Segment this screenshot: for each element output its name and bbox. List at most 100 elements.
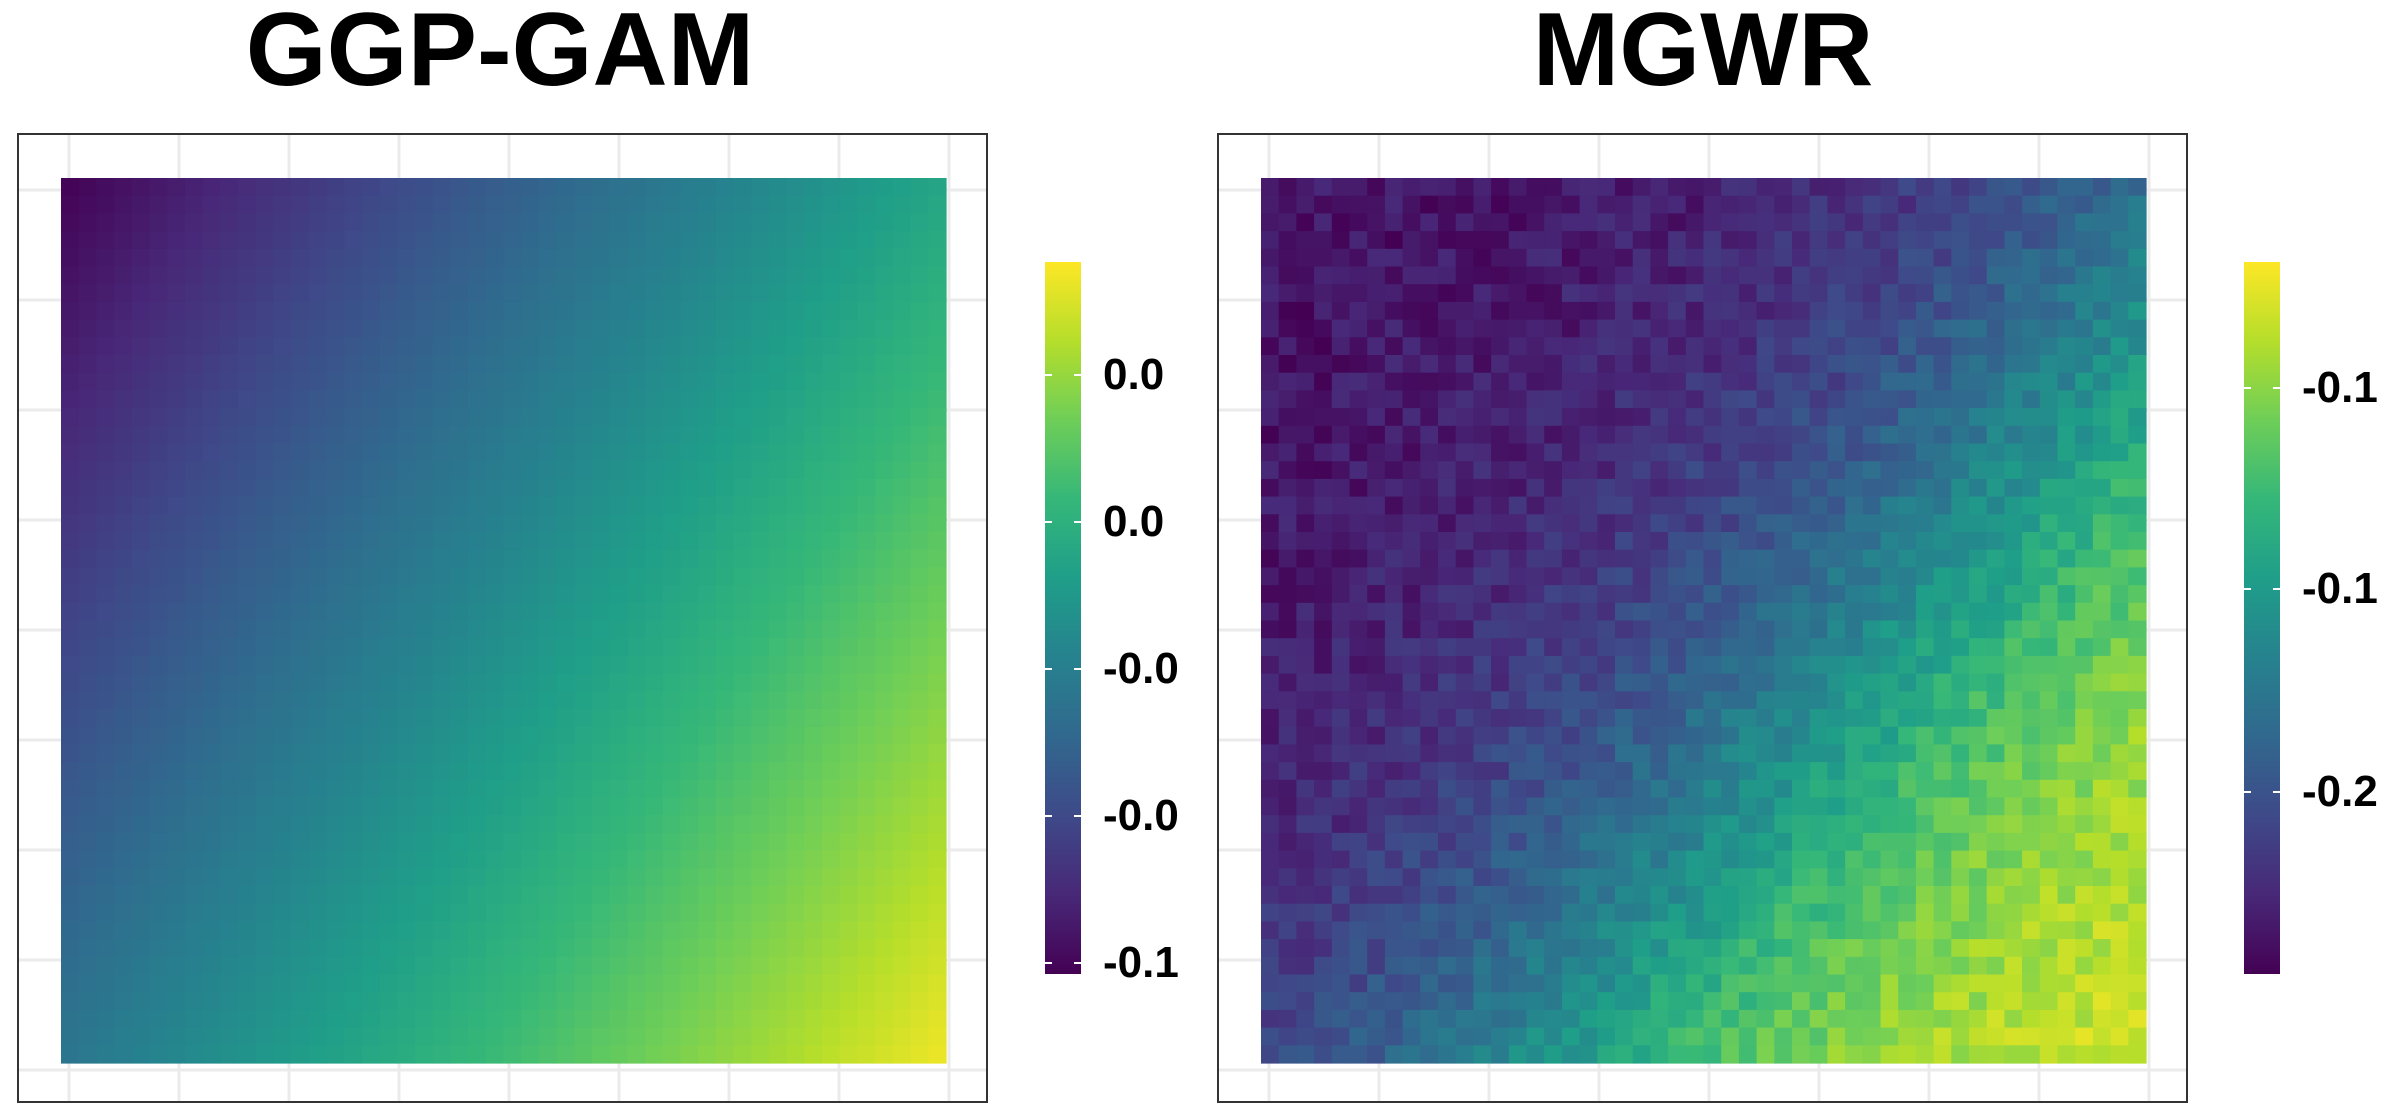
heatmap-cell: [804, 602, 823, 622]
heatmap-cell: [78, 478, 97, 498]
heatmap-cell: [503, 939, 522, 958]
heatmap-cell: [1349, 726, 1368, 745]
heatmap-cell: [751, 815, 770, 834]
heatmap-cell: [1880, 461, 1899, 480]
heatmap-cell: [1508, 956, 1528, 976]
heatmap-cell: [1774, 797, 1793, 816]
heatmap-cell: [273, 797, 292, 816]
heatmap-cell: [1792, 744, 1811, 763]
heatmap-cell: [1969, 461, 1988, 480]
heatmap-cell: [1650, 319, 1669, 338]
heatmap-cell: [397, 301, 416, 321]
heatmap-cell: [1827, 974, 1846, 993]
heatmap-cell: [308, 673, 328, 692]
heatmap-cell: [503, 532, 522, 551]
heatmap-cell: [1615, 248, 1634, 268]
heatmap-cell: [1278, 1009, 1297, 1029]
heatmap-cell: [1544, 709, 1563, 728]
heatmap-cell: [2110, 178, 2129, 197]
heatmap-cell: [1792, 815, 1811, 834]
heatmap-cell: [485, 726, 505, 745]
heatmap-cell: [1261, 691, 1280, 710]
heatmap-cell: [2004, 709, 2023, 728]
heatmap-cell: [538, 496, 558, 515]
heatmap-cell: [1756, 284, 1775, 303]
heatmap-cell: [1756, 567, 1775, 586]
heatmap-cell: [1650, 195, 1669, 214]
heatmap-cell: [1933, 939, 1952, 958]
heatmap-cell: [1915, 974, 1935, 993]
heatmap-cell: [751, 939, 770, 958]
heatmap-cell: [485, 390, 505, 409]
heatmap-cell: [184, 886, 204, 905]
heatmap-cell: [308, 408, 328, 427]
heatmap-cell: [1685, 532, 1705, 551]
heatmap-cell: [1862, 178, 1882, 197]
heatmap-cell: [361, 602, 381, 622]
heatmap-cell: [379, 443, 398, 462]
heatmap-cell: [1384, 921, 1404, 940]
heatmap-cell: [344, 992, 363, 1011]
heatmap-cell: [1632, 956, 1651, 976]
heatmap-cell: [1809, 620, 1828, 639]
heatmap-cell: [662, 974, 682, 993]
heatmap-cell: [61, 691, 80, 710]
heatmap-cell: [1314, 1027, 1333, 1046]
heatmap-cell: [184, 549, 204, 568]
heatmap-cell: [114, 620, 133, 639]
heatmap-cell: [1597, 691, 1616, 710]
heatmap-cell: [1526, 815, 1545, 834]
heatmap-cell: [255, 744, 274, 763]
heatmap-cell: [857, 567, 876, 586]
heatmap-cell: [1367, 939, 1386, 958]
heatmap-cell: [167, 178, 186, 197]
heatmap-cell: [397, 231, 416, 250]
heatmap-cell: [1508, 779, 1528, 799]
heatmap-cell: [96, 496, 115, 515]
heatmap-cell: [698, 1027, 717, 1046]
heatmap-cell: [715, 903, 735, 922]
heatmap-cell: [786, 213, 805, 232]
heatmap-cell: [1615, 921, 1634, 940]
heatmap-cell: [1420, 815, 1439, 834]
heatmap-cell: [892, 903, 912, 922]
heatmap-cell: [521, 797, 540, 816]
heatmap-cell: [1544, 992, 1563, 1011]
heatmap-cell: [379, 390, 398, 409]
heatmap-cell: [662, 319, 682, 338]
heatmap-cell: [2039, 301, 2059, 321]
heatmap-cell: [892, 832, 912, 852]
heatmap-cell: [1561, 266, 1581, 285]
heatmap-cell: [1915, 195, 1935, 214]
heatmap-cell: [114, 319, 133, 338]
heatmap-cell: [220, 815, 239, 834]
heatmap-cell: [2057, 744, 2076, 763]
heatmap-cell: [1561, 319, 1581, 338]
heatmap-cell: [592, 673, 611, 692]
heatmap-cell: [1473, 850, 1492, 869]
heatmap-cell: [1703, 779, 1722, 799]
heatmap-cell: [1473, 939, 1492, 958]
heatmap-cell: [2128, 284, 2147, 303]
heatmap-cell: [715, 744, 735, 763]
heatmap-cell: [308, 1045, 328, 1064]
heatmap-cell: [291, 921, 310, 940]
heatmap-cell: [715, 231, 735, 250]
heatmap-cell: [78, 673, 97, 692]
heatmap-cell: [1526, 301, 1545, 321]
heatmap-cell: [202, 832, 221, 852]
heatmap-cell: [238, 284, 257, 303]
heatmap-cell: [1597, 939, 1616, 958]
heatmap-cell: [1615, 673, 1634, 692]
heatmap-cell: [733, 425, 752, 445]
heatmap-cell: [415, 213, 434, 232]
heatmap-cell: [1367, 797, 1386, 816]
heatmap-cell: [769, 1045, 788, 1064]
heatmap-cell: [308, 425, 328, 445]
heatmap-cell: [96, 532, 115, 551]
heatmap-cell: [1986, 443, 2005, 462]
heatmap-cell: [1845, 532, 1864, 551]
heatmap-cell: [928, 1027, 947, 1046]
heatmap-cell: [344, 478, 363, 498]
heatmap-cell: [1526, 461, 1545, 480]
